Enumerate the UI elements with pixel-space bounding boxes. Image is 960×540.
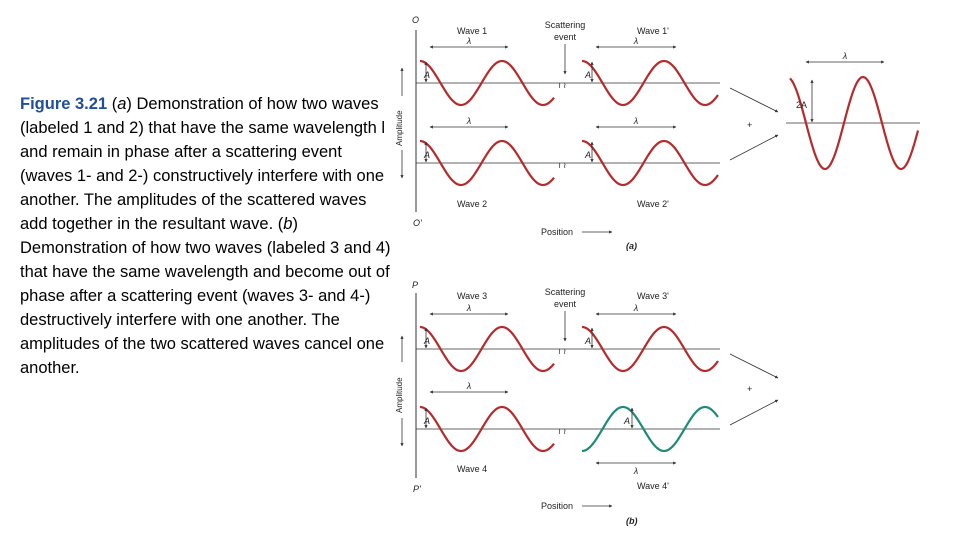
panel-b-plus-sign: + xyxy=(747,384,752,394)
panel-b-bottom-marker: P' xyxy=(413,484,421,494)
panel-b-combine-arrow-bottom xyxy=(729,399,779,426)
panel-b-position-label: Position xyxy=(541,501,573,511)
wave-3-prime-amplitude-label: A xyxy=(584,336,591,346)
wave-3-label: Wave 3 xyxy=(457,291,487,301)
wave-4-amplitude-label: A xyxy=(423,416,430,426)
panel-b: P P' Amplitude Wave 3 Wave 3' Scattering… xyxy=(395,280,779,526)
scattering-event-label-a-2: event xyxy=(554,32,577,42)
lambda-label-wave-1: λ xyxy=(466,36,471,46)
wave-2-prime-amplitude-label: A xyxy=(584,150,591,160)
lambda-label-wave-1-prime: λ xyxy=(633,36,638,46)
wave-4-prime-curve xyxy=(581,405,719,453)
figure-caption: Figure 3.21 (a) Demonstration of how two… xyxy=(20,95,391,377)
wave-4-break-mark: ≀ ≀ xyxy=(558,427,566,436)
figure-reference: Figure 3.21 xyxy=(20,95,108,113)
lambda-label-wave-2: λ xyxy=(466,116,471,126)
wave-3-amplitude-label: A xyxy=(423,336,430,346)
wave-2-label: Wave 2 xyxy=(457,199,487,209)
wave-2-curve xyxy=(419,139,719,187)
wave-4-curve xyxy=(419,405,555,453)
panel-a-bottom-marker: O' xyxy=(413,218,422,228)
panel-a-combine-arrow-top xyxy=(729,87,779,113)
wave-3-prime-label: Wave 3' xyxy=(637,291,669,301)
wave-3-curve xyxy=(419,325,719,373)
wave-1-prime-amplitude-label: A xyxy=(584,70,591,80)
panel-a-amplitude-label: Amplitude xyxy=(395,110,404,146)
resultant-lambda-label: λ xyxy=(842,51,847,61)
panel-b-top-marker: P xyxy=(412,280,418,290)
caption-text-part2: ) Demonstration of how two waves (labele… xyxy=(20,215,391,377)
panel-a-label: (a) xyxy=(626,241,637,251)
lambda-label-wave-2-prime: λ xyxy=(633,116,638,126)
resultant-wave-curve xyxy=(789,75,920,171)
scattering-event-label-b-1: Scattering xyxy=(545,287,586,297)
wave-1-label: Wave 1 xyxy=(457,26,487,36)
resultant-amplitude-label: 2A xyxy=(796,100,807,110)
panel-a-top-marker: O xyxy=(412,15,419,25)
panel-b-label: (b) xyxy=(626,516,638,526)
wave-1-break-mark: ≀ ≀ xyxy=(558,81,566,90)
wave-4-prime-label: Wave 4' xyxy=(637,481,669,491)
scattering-event-label-a-1: Scattering xyxy=(545,20,586,30)
wave-2-break-mark: ≀ ≀ xyxy=(558,161,566,170)
wave-2-prime-label: Wave 2' xyxy=(637,199,669,209)
wave-1-prime-label: Wave 1' xyxy=(637,26,669,36)
wave-4-prime-amplitude-label: A xyxy=(623,416,630,426)
lambda-label-wave-3-prime: λ xyxy=(633,303,638,313)
panel-a-combine-arrow-bottom xyxy=(729,134,779,161)
wave-4-label: Wave 4 xyxy=(457,464,487,474)
panel-b-amplitude-label: Amplitude xyxy=(395,377,404,413)
wave-1-curve xyxy=(419,59,719,107)
panel-a-plus-sign: + xyxy=(747,120,752,130)
caption-text-part1: Demonstration of how two waves (labeled … xyxy=(20,95,386,233)
lambda-label-wave-4-prime: λ xyxy=(633,466,638,476)
wave-3-break-mark: ≀ ≀ xyxy=(558,347,566,356)
part-b-letter: b xyxy=(283,215,293,233)
panel-a: O O' Amplitude Wave 1 Wave 1' Scattering… xyxy=(395,15,920,251)
wave-2-amplitude-label: A xyxy=(423,150,430,160)
lambda-label-wave-4: λ xyxy=(466,381,471,391)
wave-1-amplitude-label: A xyxy=(423,70,430,80)
lambda-label-wave-3: λ xyxy=(466,303,471,313)
scattering-event-label-b-2: event xyxy=(554,299,577,309)
panel-b-combine-arrow-top xyxy=(729,353,779,379)
part-a-letter: a xyxy=(117,95,127,113)
panel-a-position-label: Position xyxy=(541,227,573,237)
